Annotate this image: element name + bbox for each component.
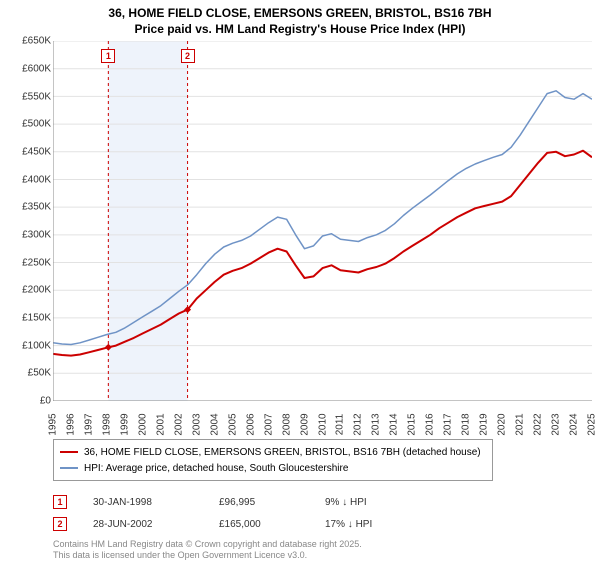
y-axis-label: £300K	[22, 230, 51, 241]
legend: 36, HOME FIELD CLOSE, EMERSONS GREEN, BR…	[53, 439, 493, 481]
y-axis-label: £550K	[22, 91, 51, 102]
x-axis-label: 2022	[533, 414, 544, 436]
y-axis-label: £150K	[22, 313, 51, 324]
sale-date: 28-JUN-2002	[93, 519, 193, 530]
sale-hpi-delta: 9% ↓ HPI	[325, 497, 425, 508]
attribution-line-2: This data is licensed under the Open Gov…	[53, 550, 592, 561]
x-axis-label: 2001	[155, 414, 166, 436]
x-axis-label: 1996	[65, 414, 76, 436]
x-axis-label: 2020	[497, 414, 508, 436]
legend-row: 36, HOME FIELD CLOSE, EMERSONS GREEN, BR…	[60, 444, 486, 460]
x-axis-label: 2008	[281, 414, 292, 436]
sale-price: £165,000	[219, 519, 299, 530]
legend-swatch	[60, 451, 78, 453]
x-axis-label: 2002	[173, 414, 184, 436]
x-axis-label: 2018	[461, 414, 472, 436]
x-axis-label: 2023	[551, 414, 562, 436]
y-axis-label: £0	[40, 396, 51, 407]
sale-price: £96,995	[219, 497, 299, 508]
x-axis-label: 2017	[443, 414, 454, 436]
x-axis-label: 2015	[407, 414, 418, 436]
y-axis-label: £250K	[22, 257, 51, 268]
sales-table: 1 30-JAN-1998 £96,995 9% ↓ HPI 2 28-JUN-2002 £…	[53, 491, 592, 535]
x-axis-label: 2016	[425, 414, 436, 436]
sale-marker-icon: 2	[53, 517, 67, 531]
plot-svg	[53, 41, 592, 401]
legend-swatch	[60, 467, 78, 469]
x-axis-label: 2024	[569, 414, 580, 436]
x-axis-label: 2005	[227, 414, 238, 436]
x-axis-label: 2012	[353, 414, 364, 436]
x-axis-label: 2021	[515, 414, 526, 436]
y-axis-label: £650K	[22, 36, 51, 47]
legend-row: HPI: Average price, detached house, Sout…	[60, 460, 486, 476]
title-line-1: 36, HOME FIELD CLOSE, EMERSONS GREEN, BR…	[8, 6, 592, 22]
x-axis-label: 2007	[263, 414, 274, 436]
y-axis-label: £450K	[22, 146, 51, 157]
sale-date: 30-JAN-1998	[93, 497, 193, 508]
x-axis-label: 2014	[389, 414, 400, 436]
x-axis-label: 2004	[209, 414, 220, 436]
x-axis-label: 1999	[119, 414, 130, 436]
chart-area: £0 £50K £100K £150K £200K £250K £300K £350K £400…	[8, 41, 592, 433]
attribution: Contains HM Land Registry data © Crown c…	[53, 539, 592, 561]
y-axis-label: £400K	[22, 174, 51, 185]
sale-marker-2: 2	[181, 49, 195, 63]
chart-container: 36, HOME FIELD CLOSE, EMERSONS GREEN, BR…	[0, 0, 600, 565]
y-axis-label: £600K	[22, 63, 51, 74]
x-axis-label: 2013	[371, 414, 382, 436]
x-axis-label: 1995	[48, 414, 59, 436]
x-axis-label: 2019	[479, 414, 490, 436]
legend-label: 36, HOME FIELD CLOSE, EMERSONS GREEN, BR…	[84, 447, 481, 458]
attribution-line-1: Contains HM Land Registry data © Crown c…	[53, 539, 592, 550]
x-axis-label: 2006	[245, 414, 256, 436]
x-axis-label: 2025	[587, 414, 598, 436]
x-axis-label: 2011	[335, 414, 346, 436]
y-axis-label: £200K	[22, 285, 51, 296]
sale-row: 2 28-JUN-2002 £165,000 17% ↓ HPI	[53, 513, 592, 535]
sale-marker-icon: 1	[53, 495, 67, 509]
title-line-2: Price paid vs. HM Land Registry's House …	[8, 22, 592, 38]
y-axis-label: £100K	[22, 340, 51, 351]
legend-label: HPI: Average price, detached house, Sout…	[84, 463, 348, 474]
x-axis-label: 2000	[137, 414, 148, 436]
x-axis-label: 2010	[317, 414, 328, 436]
y-axis-label: £50K	[28, 368, 51, 379]
x-axis-label: 2003	[191, 414, 202, 436]
chart-title: 36, HOME FIELD CLOSE, EMERSONS GREEN, BR…	[8, 6, 592, 37]
sale-row: 1 30-JAN-1998 £96,995 9% ↓ HPI	[53, 491, 592, 513]
y-axis-label: £500K	[22, 119, 51, 130]
x-axis-label: 2009	[299, 414, 310, 436]
sale-hpi-delta: 17% ↓ HPI	[325, 519, 425, 530]
x-axis-label: 1998	[101, 414, 112, 436]
x-axis-label: 1997	[83, 414, 94, 436]
sale-marker-1: 1	[101, 49, 115, 63]
y-axis-label: £350K	[22, 202, 51, 213]
